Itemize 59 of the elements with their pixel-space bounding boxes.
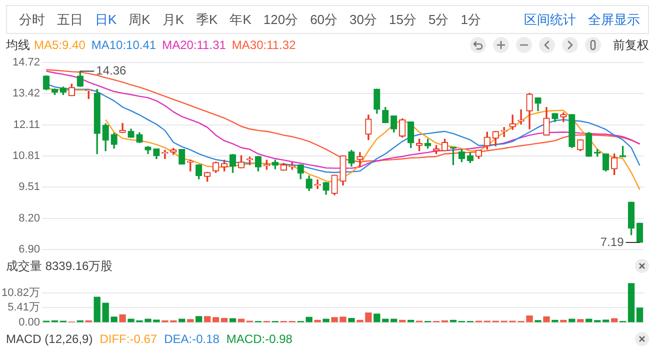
text: DEA:-0.18: [164, 332, 220, 346]
y-tick-label: 13.42: [12, 88, 40, 100]
text: 五日: [57, 10, 83, 28]
bar: [552, 320, 558, 322]
text: 15分: [389, 10, 416, 28]
text: 周K: [128, 10, 150, 28]
y-tick-label: 5.41万: [8, 302, 40, 314]
y-tick-label: 10.82万: [1, 286, 40, 299]
bar: [577, 319, 584, 322]
y-tick-label: 14.72: [12, 56, 40, 69]
bar: [348, 318, 355, 322]
text: MA30:11.32: [232, 38, 296, 52]
y-tick-label: 12.11: [13, 118, 40, 131]
text: MA20:11.31: [162, 38, 226, 52]
text: 前复权: [613, 36, 649, 54]
text: 分时: [19, 10, 45, 28]
bar: [306, 316, 312, 322]
y-tick-label: 10.81: [12, 150, 40, 162]
bar: [196, 316, 202, 322]
bar: [187, 319, 194, 322]
text: 全屏显示: [588, 10, 640, 28]
annotation: 14.36: [96, 64, 127, 78]
text: 区间统计: [524, 10, 576, 28]
annotation: 7.19: [600, 234, 624, 249]
candlestick: [509, 114, 516, 130]
bar: [314, 320, 321, 322]
bar: [560, 320, 567, 322]
chart-title: 成交量 8339.16万股: [5, 258, 114, 274]
bar: [636, 308, 644, 322]
text: DIFF:-0.67: [100, 332, 158, 346]
bar: [568, 318, 576, 322]
bar: [220, 318, 228, 322]
text: 5分: [428, 10, 449, 28]
bar: [94, 296, 100, 322]
y-tick-label: 0.00: [18, 316, 40, 328]
bar: [628, 283, 635, 322]
text: 季K: [196, 10, 218, 28]
text: 30分: [350, 10, 377, 28]
y-tick-label: 6.90: [18, 243, 40, 256]
legend-title: 均线: [6, 36, 30, 54]
text: 年K: [230, 10, 252, 28]
text: MA10:10.41: [91, 38, 156, 52]
bar: [204, 316, 211, 322]
bar: [119, 314, 126, 322]
bar: [212, 317, 220, 322]
text: MACD:-0.98: [226, 332, 292, 346]
y-tick-label: 9.51: [18, 181, 40, 194]
bar: [322, 318, 330, 322]
text: 1分: [460, 10, 481, 28]
text: 月K: [162, 10, 184, 28]
text: 120分: [263, 10, 298, 28]
bar: [543, 316, 550, 322]
text: MACD (12,26,9): [6, 332, 93, 346]
text: 60分: [310, 10, 338, 28]
y-tick-label: 8.20: [18, 212, 40, 224]
bar: [374, 314, 380, 322]
bar: [602, 320, 610, 322]
text: 日K: [95, 10, 117, 28]
text: MA5:9.40: [34, 38, 86, 52]
